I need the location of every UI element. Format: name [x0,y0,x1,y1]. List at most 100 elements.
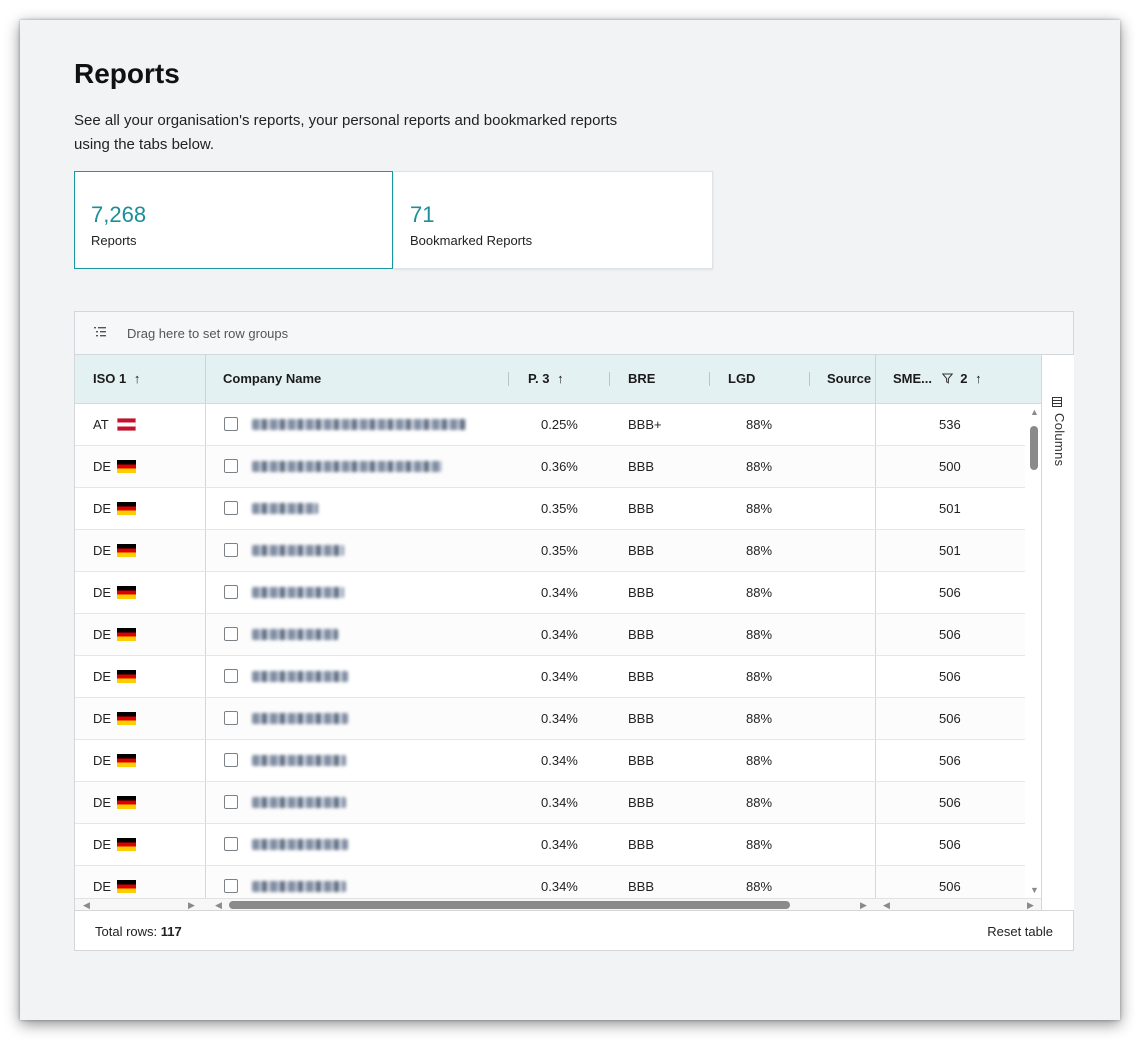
pinned-divider [205,656,206,697]
row-select-checkbox[interactable] [224,711,238,725]
total-rows-label: Total rows: [95,924,158,939]
table-row[interactable]: DE 0.36% BBB 88% 500 [75,446,1025,488]
company-name-redacted [252,797,346,808]
row-select-checkbox[interactable] [224,417,238,431]
pd-cell: 0.35% [541,501,578,516]
pinned-divider [875,782,876,823]
iso-cell: DE [93,459,112,474]
table-row[interactable]: DE 0.34% BBB 88% 506 [75,866,1025,898]
country-flag-icon [117,712,136,725]
pinned-divider [205,740,206,781]
row-select-checkbox[interactable] [224,543,238,557]
tab-reports[interactable]: 7,268 Reports [74,171,393,269]
pinned-divider [875,866,876,898]
header-bre[interactable]: BRE [628,371,656,386]
company-name-redacted [252,461,442,472]
lgd-cell: 88% [746,711,773,726]
company-name-redacted [252,629,338,640]
scroll-left-arrow[interactable]: ◀ [83,900,90,910]
bre-cell: BBB [628,543,655,558]
table-row[interactable]: DE 0.34% BBB 88% 506 [75,656,1025,698]
company-name-redacted [252,503,318,514]
vertical-scrollbar[interactable]: ▲ ▼ [1027,404,1041,898]
scroll-down-arrow[interactable]: ▼ [1030,885,1039,895]
sort-asc-icon: ↑ [133,371,141,386]
reset-table-button[interactable]: Reset table [987,924,1053,939]
pd-cell: 0.34% [541,837,578,852]
row-select-checkbox[interactable] [224,669,238,683]
scroll-right-arrow[interactable]: ▶ [1027,900,1034,910]
sme-cell: 500 [939,459,961,474]
pinned-divider [875,488,876,529]
pinned-divider [875,656,876,697]
table-row[interactable]: DE 0.35% BBB 88% 501 [75,530,1025,572]
table-row[interactable]: DE 0.34% BBB 88% 506 [75,824,1025,866]
scroll-right-arrow[interactable]: ▶ [860,900,867,910]
pd-cell: 0.35% [541,543,578,558]
row-select-checkbox[interactable] [224,879,238,893]
country-flag-icon [117,838,136,851]
app-window: Reports See all your organisation's repo… [20,20,1120,1020]
scroll-up-arrow[interactable]: ▲ [1030,407,1039,417]
row-select-checkbox[interactable] [224,585,238,599]
iso-cell: DE [93,711,112,726]
lgd-cell: 88% [746,585,773,600]
pinned-divider [875,355,876,403]
sme-cell: 506 [939,669,961,684]
company-name-redacted [252,671,348,682]
pd-cell: 0.36% [541,459,578,474]
header-source[interactable]: Source [827,371,872,386]
sme-cell: 506 [939,837,961,852]
header-pd[interactable]: P. 3 ↑ [528,355,608,403]
pinned-divider [205,404,206,445]
row-select-checkbox[interactable] [224,795,238,809]
reports-label: Reports [91,233,137,248]
header-iso[interactable]: ISO 1 ↑ [93,355,203,403]
total-rows: Total rows: 117 [95,924,182,939]
horizontal-scroll-thumb[interactable] [229,901,790,909]
lgd-cell: 88% [746,417,773,432]
bre-cell: BBB [628,879,655,894]
row-select-checkbox[interactable] [224,753,238,767]
country-flag-icon [117,880,136,893]
page-description: See all your organisation's reports, you… [74,112,618,153]
row-select-checkbox[interactable] [224,837,238,851]
scroll-left-arrow[interactable]: ◀ [215,900,222,910]
header-iso-label: ISO [93,371,116,386]
table-row[interactable]: DE 0.34% BBB 88% 506 [75,572,1025,614]
table-row[interactable]: DE 0.34% BBB 88% 506 [75,698,1025,740]
bre-cell: BBB [628,711,655,726]
tab-bookmarked-reports[interactable]: 71 Bookmarked Reports [394,171,713,269]
header-separator [809,372,810,386]
country-flag-icon [117,586,136,599]
bre-cell: BBB [628,585,655,600]
row-group-drop-zone[interactable]: Drag here to set row groups [75,312,1073,355]
header-sme[interactable]: SME... 2 ↑ [893,355,1033,403]
table-row[interactable]: DE 0.34% BBB 88% 506 [75,740,1025,782]
filter-icon[interactable] [941,371,957,386]
scroll-left-arrow[interactable]: ◀ [883,900,890,910]
bre-cell: BBB [628,501,655,516]
row-select-checkbox[interactable] [224,627,238,641]
column-header-row: ISO 1 ↑ Company Name P. 3 ↑ BRE LGD Sour… [75,355,1041,404]
header-lgd[interactable]: LGD [728,371,756,386]
row-select-checkbox[interactable] [224,459,238,473]
table-row[interactable]: DE 0.34% BBB 88% 506 [75,782,1025,824]
horizontal-scrollbar[interactable]: ◀ ▶ ◀ ▶ ◀ ▶ [75,898,1041,911]
pd-cell: 0.34% [541,753,578,768]
company-name-redacted [252,755,346,766]
header-company-name[interactable]: Company Name [223,371,322,386]
table-row[interactable]: DE 0.35% BBB 88% 501 [75,488,1025,530]
columns-side-panel[interactable]: Columns [1041,355,1074,910]
columns-panel-label: Columns [1052,413,1067,467]
lgd-cell: 88% [746,543,773,558]
scroll-right-arrow[interactable]: ▶ [188,900,195,910]
pinned-divider [875,824,876,865]
vertical-scroll-thumb[interactable] [1030,426,1038,470]
sme-cell: 506 [939,585,961,600]
pinned-divider [205,355,206,403]
row-select-checkbox[interactable] [224,501,238,515]
table-row[interactable]: DE 0.34% BBB 88% 506 [75,614,1025,656]
header-separator [709,372,710,386]
table-row[interactable]: AT 0.25% BBB+ 88% 536 [75,404,1025,446]
